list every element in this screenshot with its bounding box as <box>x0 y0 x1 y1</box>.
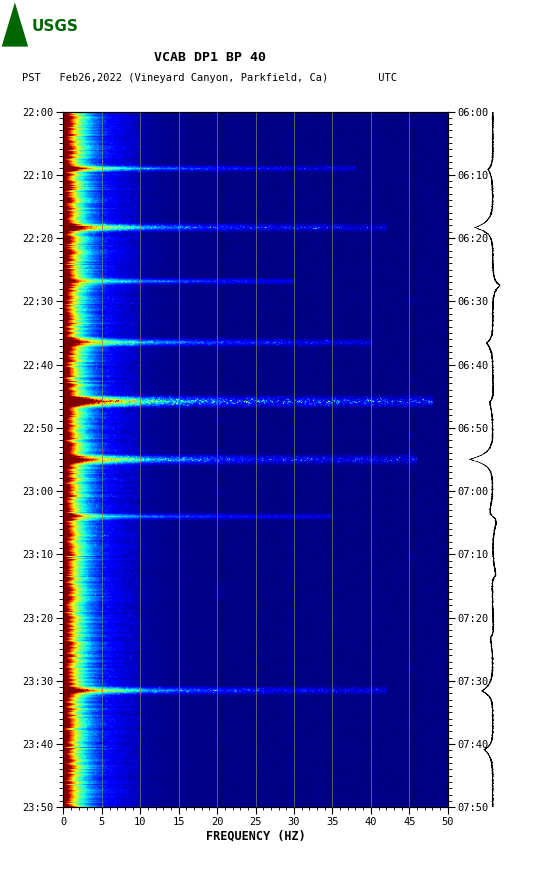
Text: VCAB DP1 BP 40: VCAB DP1 BP 40 <box>154 52 266 64</box>
X-axis label: FREQUENCY (HZ): FREQUENCY (HZ) <box>206 830 305 843</box>
Polygon shape <box>2 3 28 46</box>
Text: USGS: USGS <box>31 20 78 35</box>
Text: PST   Feb26,2022 (Vineyard Canyon, Parkfield, Ca)        UTC: PST Feb26,2022 (Vineyard Canyon, Parkfie… <box>22 73 397 84</box>
